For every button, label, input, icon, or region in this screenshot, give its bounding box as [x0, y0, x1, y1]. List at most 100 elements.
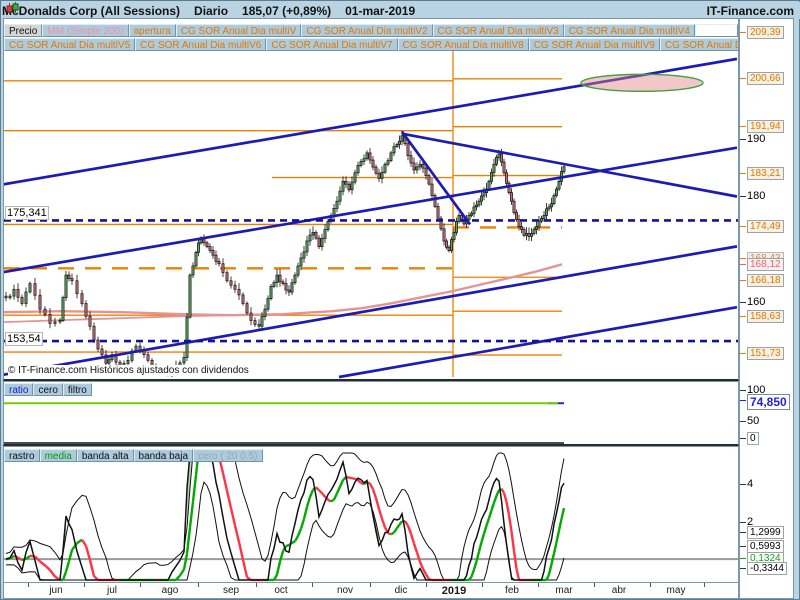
- time-axis-tick: [426, 583, 427, 587]
- axis-tick: [740, 264, 746, 265]
- legend-chip-cg-sor-anual-dia-multiv8[interactable]: CG SOR Anual Dia multiV8: [397, 38, 529, 51]
- media-segment: [403, 520, 410, 527]
- time-axis-label-dic: dic: [394, 585, 408, 596]
- time-axis[interactable]: jun jul ago sep oct nov dic 2019 feb mar abr may: [3, 583, 739, 599]
- price-chart-pane[interactable]: © IT-Finance.com Históricos ajustados co…: [3, 18, 739, 381]
- time-axis-tick: [594, 583, 595, 587]
- legend-chip-precio[interactable]: Precio: [4, 24, 43, 37]
- osc-chip-banda-baja[interactable]: banda baja: [133, 449, 194, 462]
- price-axis[interactable]: 209,39 200,66 191,94 190 183,21 180 174,49 168,…: [739, 18, 794, 599]
- axis-tick: [740, 484, 746, 485]
- price-axis-label: 151,73: [747, 347, 784, 360]
- axis-tick: [740, 568, 746, 569]
- media-segment: [302, 506, 309, 520]
- legend-chip-mm-simple-200-[interactable]: MM (Simple 200): [42, 24, 129, 37]
- oscillator-canvas[interactable]: [4, 447, 738, 582]
- legend-chip-cg-sor-anual-dia-multiv6[interactable]: CG SOR Anual Dia multiV6: [135, 38, 267, 51]
- media-segment: [377, 508, 384, 520]
- osc-chip-rastro[interactable]: rastro: [4, 449, 40, 462]
- legend-chip-cg-sor-anual-d[interactable]: CG SOR Anual D: [659, 38, 738, 51]
- last-price: 185,07 (+0,89%): [242, 3, 332, 18]
- axis-tick: [740, 421, 746, 422]
- media-segment: [229, 507, 237, 526]
- oscillator-indicator-pane[interactable]: [3, 446, 739, 583]
- media-segment: [387, 531, 392, 536]
- mm200-line: [4, 263, 563, 317]
- price-axis-label: 191,94: [747, 120, 784, 133]
- media-segment: [555, 530, 561, 543]
- timeframe-label[interactable]: Diario: [194, 3, 229, 18]
- osc-shaded-area: [187, 452, 196, 528]
- axis-tick: [740, 302, 746, 303]
- media-segment: [505, 501, 511, 516]
- legend-chip-cg-sor-anual-dia-multiv9[interactable]: CG SOR Anual Dia multiV9: [528, 38, 660, 51]
- media-segment: [495, 489, 501, 497]
- time-axis-tick: [312, 583, 313, 587]
- axis-tick: [740, 400, 746, 401]
- media-segment: [293, 535, 300, 542]
- media-segment: [374, 497, 381, 510]
- media-segment: [175, 574, 181, 581]
- media-segment: [315, 486, 320, 492]
- media-segment: [512, 550, 518, 569]
- legend-chip-cg-sor-anual-dia-multiv2[interactable]: CG SOR Anual Dia multiV2: [301, 24, 433, 37]
- legend-chip-apertura[interactable]: apertura: [128, 24, 176, 37]
- media-segment: [39, 560, 46, 567]
- osc-chip-media[interactable]: media: [39, 449, 77, 462]
- media-segment: [61, 571, 68, 581]
- media-segment: [330, 498, 335, 503]
- media-segment: [482, 525, 488, 535]
- media-segment: [25, 554, 31, 560]
- media-segment: [84, 545, 92, 561]
- time-axis-tick: [256, 583, 257, 587]
- legend-chip-cg-sor-anual-dia-multiv5[interactable]: CG SOR Anual Dia multiV5: [4, 38, 136, 51]
- axis-tick: [740, 438, 746, 439]
- price-axis-label: 50: [747, 415, 760, 427]
- ratio-indicator-pane[interactable]: [3, 381, 739, 446]
- media-segment: [424, 573, 431, 580]
- time-axis-label-may: may: [666, 585, 686, 596]
- rastro-line: [5, 452, 565, 581]
- axis-tick: [740, 226, 746, 227]
- media-segment: [338, 479, 345, 488]
- price-axis-label: 0: [747, 432, 759, 445]
- osc-chip-cero-20-0-5-[interactable]: cero ( 20 0.5): [193, 449, 263, 462]
- media-segment: [360, 481, 365, 486]
- media-segment: [418, 561, 425, 570]
- media-segment: [318, 489, 323, 494]
- ratio-chip-filtro[interactable]: filtro: [62, 383, 92, 396]
- trendline-channel-low: [4, 245, 738, 377]
- axis-tick: [740, 196, 746, 197]
- indicator-legend-row-2: CG SOR Anual Dia multiV5 CG SOR Anual Dia…: [4, 38, 738, 51]
- legend-chip-cg-sor-anual-dia-multiv4[interactable]: CG SOR Anual Dia multiV4: [563, 24, 695, 37]
- ratio-pane-legend: ratio cero filtro: [4, 383, 738, 396]
- media-segment: [34, 555, 41, 563]
- media-segment: [335, 486, 342, 494]
- legend-chip-cg-sor-anual-dia-multiv7[interactable]: CG SOR Anual Dia multiV7: [266, 38, 398, 51]
- media-segment: [560, 507, 566, 520]
- legend-chip-cg-sor-anual-dia-multiv[interactable]: CG SOR Anual Dia multiV: [175, 24, 302, 37]
- ratio-chip-cero[interactable]: cero: [33, 383, 63, 396]
- ellipse-annotation: [580, 73, 704, 92]
- ratio-canvas[interactable]: [4, 382, 738, 444]
- media-segment: [380, 518, 387, 528]
- candlestick-icon: [6, 2, 19, 14]
- media-segment: [545, 574, 551, 581]
- ratio-chip-ratio[interactable]: ratio: [4, 383, 34, 396]
- media-segment: [409, 533, 416, 544]
- time-axis-label-ago: ago: [161, 585, 179, 596]
- price-chart-canvas[interactable]: [4, 19, 738, 379]
- osc-chip-banda-alta[interactable]: banda alta: [76, 449, 134, 462]
- media-segment: [80, 539, 88, 547]
- media-segment: [357, 479, 362, 484]
- media-segment: [67, 549, 74, 562]
- media-segment: [390, 531, 395, 536]
- time-axis-label-jun: jun: [49, 585, 63, 596]
- time-axis-tick: [370, 583, 371, 587]
- time-axis-label-mar: mar: [555, 585, 573, 596]
- legend-chip-cg-sor-anual-dia-multiv3[interactable]: CG SOR Anual Dia multiV3: [432, 24, 564, 37]
- media-segment: [398, 520, 403, 526]
- media-segment: [396, 523, 401, 529]
- media-segment: [363, 481, 368, 486]
- media-segment: [470, 569, 476, 578]
